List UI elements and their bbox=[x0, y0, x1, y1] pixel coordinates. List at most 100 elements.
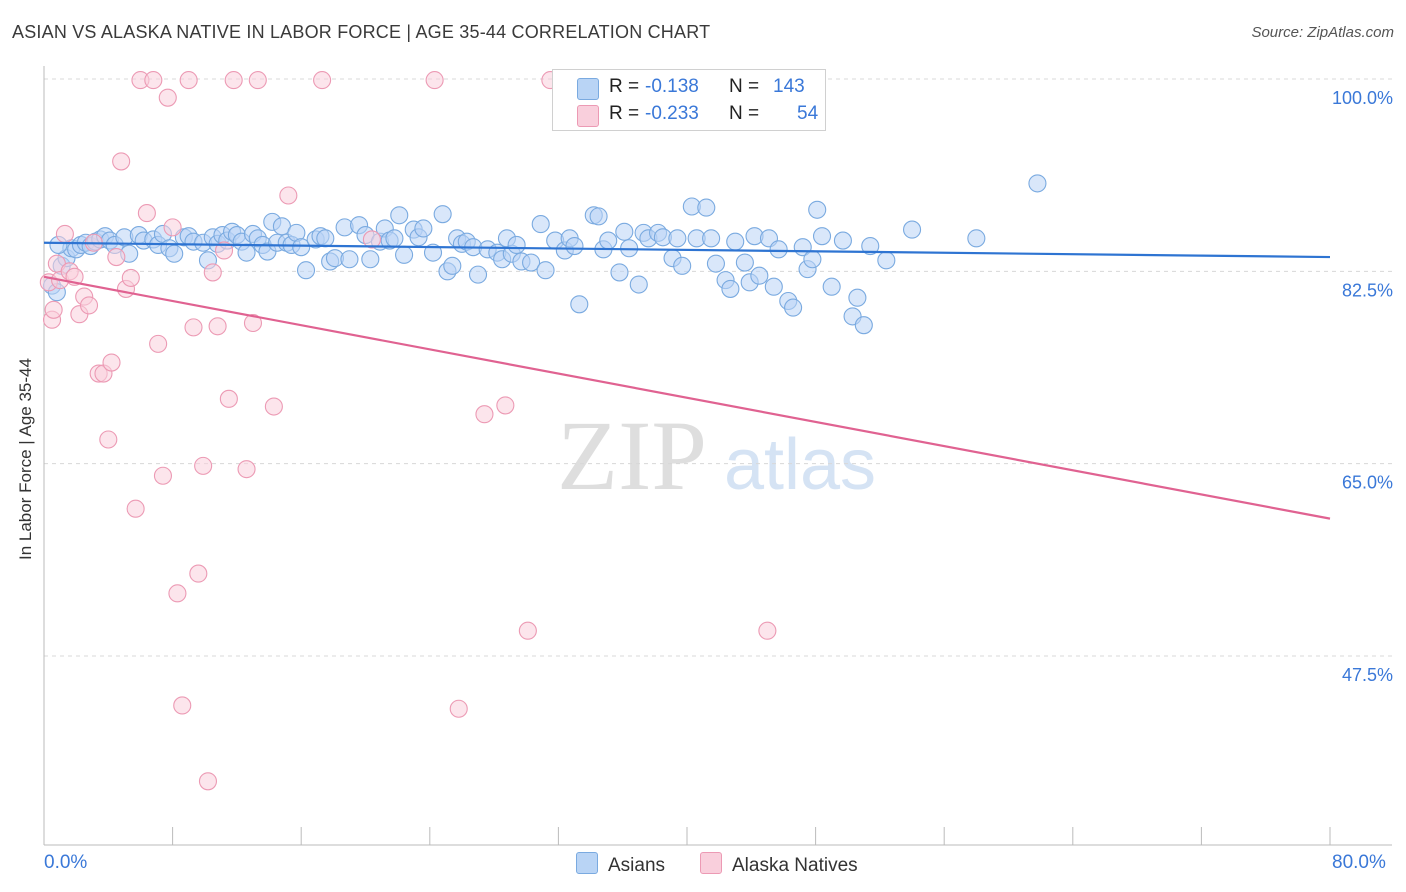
asian-point bbox=[414, 219, 433, 238]
native-point bbox=[158, 88, 177, 107]
native-point bbox=[107, 247, 126, 267]
native-point bbox=[55, 224, 74, 244]
asian-point bbox=[668, 229, 687, 248]
asian-point bbox=[1028, 174, 1047, 193]
trend-lines bbox=[43, 241, 1331, 520]
native-point bbox=[179, 71, 198, 90]
asian-point bbox=[395, 245, 414, 264]
native-point bbox=[194, 456, 213, 475]
asian-point bbox=[967, 229, 986, 248]
native-swatch bbox=[700, 852, 722, 874]
bottom-legend-natives-label: Alaska Natives bbox=[732, 855, 858, 876]
native-point bbox=[163, 218, 182, 237]
asian-point bbox=[726, 232, 745, 251]
native-point bbox=[248, 71, 267, 90]
native-point bbox=[137, 204, 156, 223]
native-point bbox=[214, 241, 234, 260]
axes bbox=[43, 66, 1392, 846]
asian-point bbox=[296, 261, 316, 280]
asian-point bbox=[808, 200, 827, 219]
asian-point bbox=[316, 229, 335, 248]
asian-point bbox=[697, 198, 716, 217]
bottom-legend-asians: Asians bbox=[576, 852, 665, 877]
asian-point bbox=[610, 263, 629, 282]
asian-point bbox=[589, 207, 608, 226]
asian-point bbox=[522, 253, 541, 272]
native-point bbox=[153, 466, 173, 485]
native-point bbox=[112, 152, 131, 171]
asian-point bbox=[507, 235, 526, 255]
bottom-legend-natives: Alaska Natives bbox=[700, 852, 858, 877]
asian-point bbox=[854, 316, 873, 335]
asian-point bbox=[735, 253, 754, 272]
x-tick-label-max: 80.0% bbox=[1332, 852, 1386, 873]
native-point bbox=[313, 71, 332, 90]
asian-point bbox=[721, 279, 740, 298]
native-point bbox=[79, 296, 99, 315]
native-point bbox=[243, 313, 263, 333]
native-point bbox=[219, 389, 238, 408]
x-tick-label-min: 0.0% bbox=[44, 852, 88, 873]
native-point bbox=[224, 71, 243, 90]
asian-point bbox=[803, 250, 822, 269]
asian-swatch bbox=[577, 78, 599, 100]
legend-n-value: 143 bbox=[773, 76, 805, 97]
chart-title: ASIAN VS ALASKA NATIVE IN LABOR FORCE | … bbox=[12, 22, 711, 42]
asian-point bbox=[570, 295, 589, 314]
native-point bbox=[362, 230, 381, 249]
native-point bbox=[758, 621, 777, 640]
y-tick-label: 100.0% bbox=[1332, 88, 1393, 108]
asian-point bbox=[615, 222, 634, 241]
y-tick-label: 82.5% bbox=[1342, 280, 1393, 300]
legend-n-label: N = bbox=[729, 103, 760, 124]
asian-point bbox=[848, 288, 867, 307]
native-point bbox=[189, 564, 208, 583]
asian-trend-line bbox=[43, 241, 1331, 259]
native-points bbox=[39, 71, 777, 791]
asian-point bbox=[340, 250, 359, 269]
y-tick-label: 65.0% bbox=[1342, 473, 1393, 493]
asian-point bbox=[769, 240, 788, 259]
legend-r-value: -0.233 bbox=[645, 103, 699, 124]
asian-point bbox=[861, 237, 880, 256]
asian-point bbox=[877, 251, 896, 270]
correlation-legend: R = -0.138 N = 143 R = -0.233 N = 54 bbox=[552, 69, 826, 131]
native-point bbox=[449, 699, 468, 718]
asian-point bbox=[822, 277, 841, 296]
native-point bbox=[99, 430, 118, 449]
native-point bbox=[44, 300, 63, 319]
asian-point bbox=[433, 205, 452, 224]
native-point bbox=[208, 317, 227, 336]
asian-point bbox=[423, 243, 443, 262]
native-point bbox=[203, 263, 222, 282]
native-point bbox=[496, 396, 515, 415]
source-label: Source: ZipAtlas.com bbox=[1251, 24, 1394, 41]
asian-point bbox=[531, 215, 550, 234]
asian-point bbox=[385, 229, 404, 248]
asian-point bbox=[833, 231, 852, 250]
asian-point bbox=[565, 237, 584, 256]
asian-point bbox=[443, 256, 462, 275]
native-point bbox=[198, 772, 218, 791]
y-tick-label: 47.5% bbox=[1342, 665, 1393, 685]
asian-point bbox=[361, 250, 380, 269]
native-point bbox=[121, 268, 140, 287]
native-point bbox=[168, 584, 187, 603]
native-point bbox=[237, 460, 256, 479]
gridlines bbox=[44, 78, 1392, 657]
asian-point bbox=[706, 254, 725, 273]
native-point bbox=[425, 71, 444, 90]
asian-point bbox=[702, 229, 721, 248]
legend-n-label: N = bbox=[729, 76, 760, 97]
asian-point bbox=[599, 231, 618, 250]
watermark-atlas: atlas bbox=[724, 425, 876, 505]
legend-r-label: R = bbox=[609, 103, 640, 124]
asian-point bbox=[390, 206, 409, 225]
asian-points bbox=[42, 174, 1047, 335]
asian-point bbox=[468, 265, 488, 284]
asian-point bbox=[902, 220, 922, 239]
asian-point bbox=[673, 256, 692, 275]
native-point bbox=[149, 334, 168, 353]
y-tick-labels: 100.0% 82.5% 65.0% 47.5% bbox=[1332, 88, 1393, 685]
native-point bbox=[518, 621, 537, 640]
